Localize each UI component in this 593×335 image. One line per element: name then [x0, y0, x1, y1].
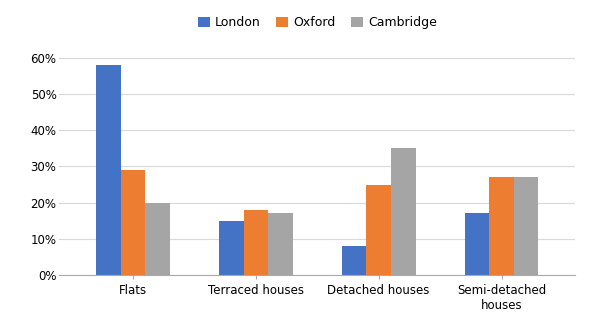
Bar — [268, 213, 293, 275]
Legend: London, Oxford, Cambridge: London, Oxford, Cambridge — [193, 11, 442, 34]
Bar — [219, 220, 244, 275]
Bar — [465, 213, 489, 275]
Bar — [514, 177, 538, 275]
Bar — [96, 65, 121, 275]
Bar — [244, 210, 268, 275]
Bar — [145, 203, 170, 275]
Bar — [489, 177, 514, 275]
Bar — [366, 185, 391, 275]
Bar — [391, 148, 416, 275]
Bar — [121, 170, 145, 275]
Bar — [342, 246, 366, 275]
